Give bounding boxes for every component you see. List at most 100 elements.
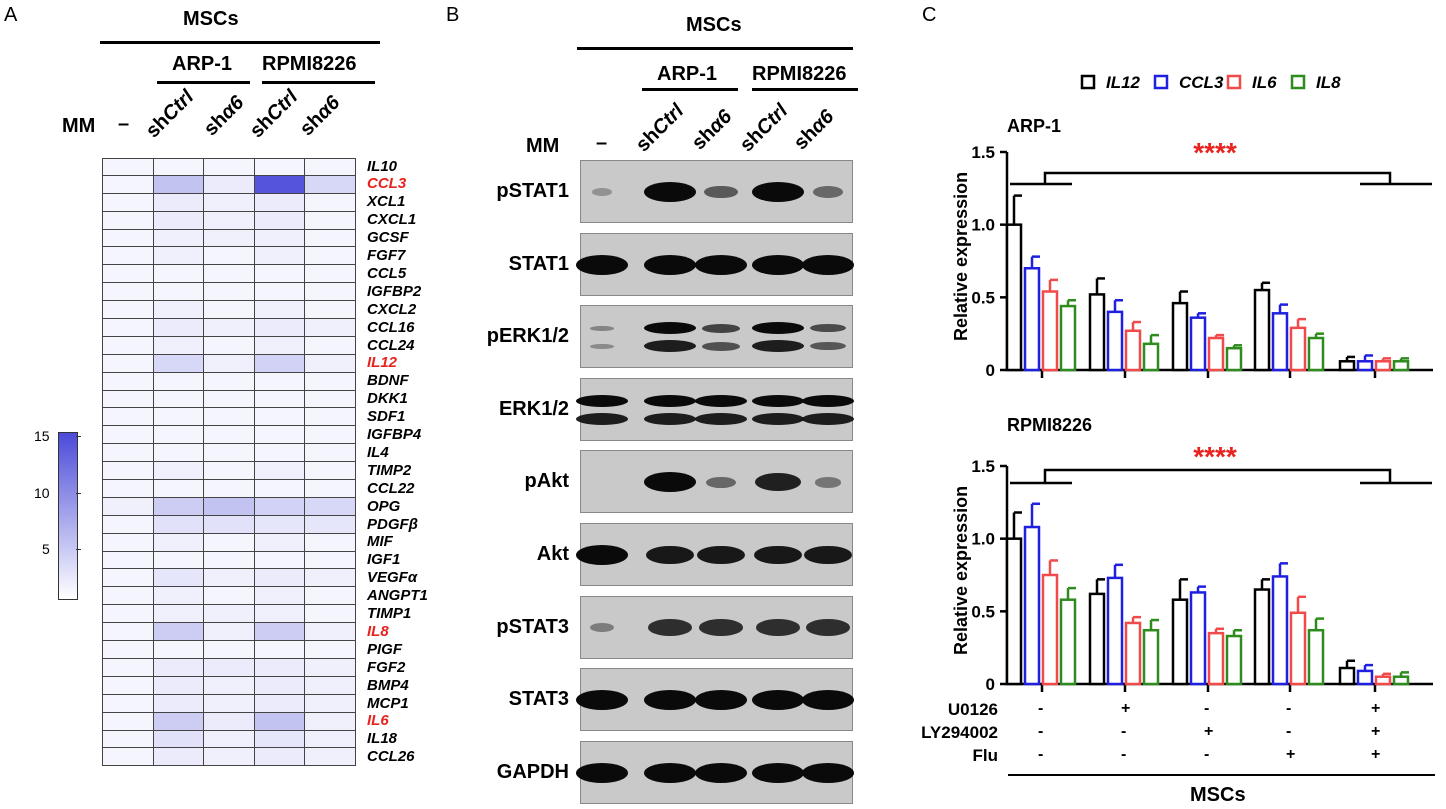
blot-label: Akt — [536, 543, 569, 565]
heatmap-cell — [254, 229, 306, 248]
heatmap-cell — [153, 515, 205, 534]
blot-band — [802, 394, 854, 407]
heatmap-cell — [305, 247, 356, 266]
heatmap-cell — [102, 408, 154, 427]
bar — [1338, 666, 1356, 686]
bar — [1059, 598, 1077, 686]
heatmap-cell — [305, 158, 356, 176]
blot-band — [644, 254, 696, 275]
gene-label: IL10 — [367, 157, 398, 175]
heatmap-cell — [153, 694, 205, 713]
y-tick-label: 0 — [986, 675, 995, 694]
heatmap-cell — [153, 247, 205, 266]
heatmap-cell — [204, 623, 255, 642]
bar — [1271, 312, 1289, 372]
blot-label: GAPDH — [496, 760, 569, 783]
blot-band — [644, 340, 696, 353]
heatmap-cell — [102, 623, 154, 642]
heatmap-cell — [305, 372, 356, 391]
treatment-value: + — [1121, 700, 1131, 717]
heatmap-cell — [102, 587, 154, 606]
treatment-value: - — [1204, 746, 1210, 763]
heatmap-cell — [102, 158, 154, 176]
bar — [1088, 293, 1106, 372]
heatmap-cell — [153, 748, 205, 767]
heatmap-cell — [153, 551, 205, 570]
heatmap-cell — [254, 658, 306, 677]
heatmap-row — [102, 193, 356, 212]
legend-label: IL6 — [1252, 73, 1277, 92]
blot-band — [802, 762, 854, 783]
heatmap-row — [102, 283, 356, 302]
blot-strip — [576, 377, 854, 441]
heatmap-cell — [305, 658, 356, 677]
heatmap-cell — [102, 712, 154, 731]
blot-band — [576, 394, 628, 407]
panel-b-rpmi-header: RPMI8226 — [752, 63, 847, 85]
heatmap-row — [102, 533, 356, 552]
heatmap-cell — [254, 319, 306, 337]
blot-band — [802, 690, 854, 711]
heatmap-cell — [254, 515, 306, 534]
heatmap-cell — [204, 730, 255, 749]
heatmap-cell — [254, 676, 306, 695]
bar — [1225, 346, 1243, 372]
treatment-label: LY294002 — [921, 723, 998, 742]
bar — [1374, 675, 1392, 686]
blot-band — [644, 762, 696, 783]
blot-strip — [580, 305, 853, 369]
blot-band — [753, 545, 803, 565]
heatmap-cell — [254, 641, 306, 659]
blot-strip — [580, 160, 853, 223]
chart-title: RPMI8226 — [1007, 415, 1092, 435]
bar — [1005, 537, 1023, 686]
heatmap-cell — [153, 319, 205, 337]
heatmap-cell — [153, 372, 205, 391]
heatmap-cell — [204, 193, 255, 212]
bar — [1207, 631, 1225, 686]
heatmap-row — [102, 265, 356, 284]
heatmap-cell — [102, 462, 154, 481]
panel-a-col-label: shα6 — [199, 91, 249, 141]
heatmap-cell — [204, 533, 255, 552]
heatmap-cell — [102, 193, 154, 212]
heatmap-cell — [153, 462, 205, 481]
heatmap-cell — [305, 211, 356, 230]
blot-strip — [576, 523, 853, 586]
heatmap-cell — [204, 497, 255, 516]
heatmap-cell — [153, 408, 205, 427]
heatmap-cell — [254, 730, 306, 749]
heatmap-row — [102, 211, 356, 230]
blot-label: ERK1/2 — [498, 397, 569, 420]
heatmap-row — [102, 444, 356, 463]
heatmap-cell — [102, 533, 154, 552]
heatmap-cell — [153, 605, 205, 624]
y-tick-label: 0 — [986, 361, 995, 380]
heatmap-cell — [153, 730, 205, 749]
heatmap-cell — [254, 694, 306, 713]
bar — [1041, 573, 1059, 686]
heatmap-cell — [204, 551, 255, 570]
gene-label: IL18 — [367, 730, 398, 748]
blot-band — [699, 619, 743, 636]
blot-label: pSTAT1 — [496, 180, 569, 202]
heatmap-cell — [254, 283, 306, 302]
gene-label: IL4 — [367, 443, 389, 461]
treatment-value: + — [1204, 723, 1214, 740]
heatmap-cell — [204, 480, 255, 498]
heatmap-cell — [305, 426, 356, 445]
heatmap-cell — [153, 301, 205, 320]
heatmap-cell — [305, 193, 356, 212]
heatmap-cell — [204, 712, 255, 731]
heatmap-cell — [204, 372, 255, 391]
heatmap-cell — [204, 265, 255, 284]
heatmap-cell — [204, 247, 255, 266]
heatmap-cell — [102, 229, 154, 248]
bar — [1142, 342, 1160, 372]
colorbar-tick-mark — [76, 493, 81, 494]
blot-band — [752, 762, 804, 783]
gene-label: IL6 — [367, 712, 389, 730]
heatmap-cell — [102, 426, 154, 445]
